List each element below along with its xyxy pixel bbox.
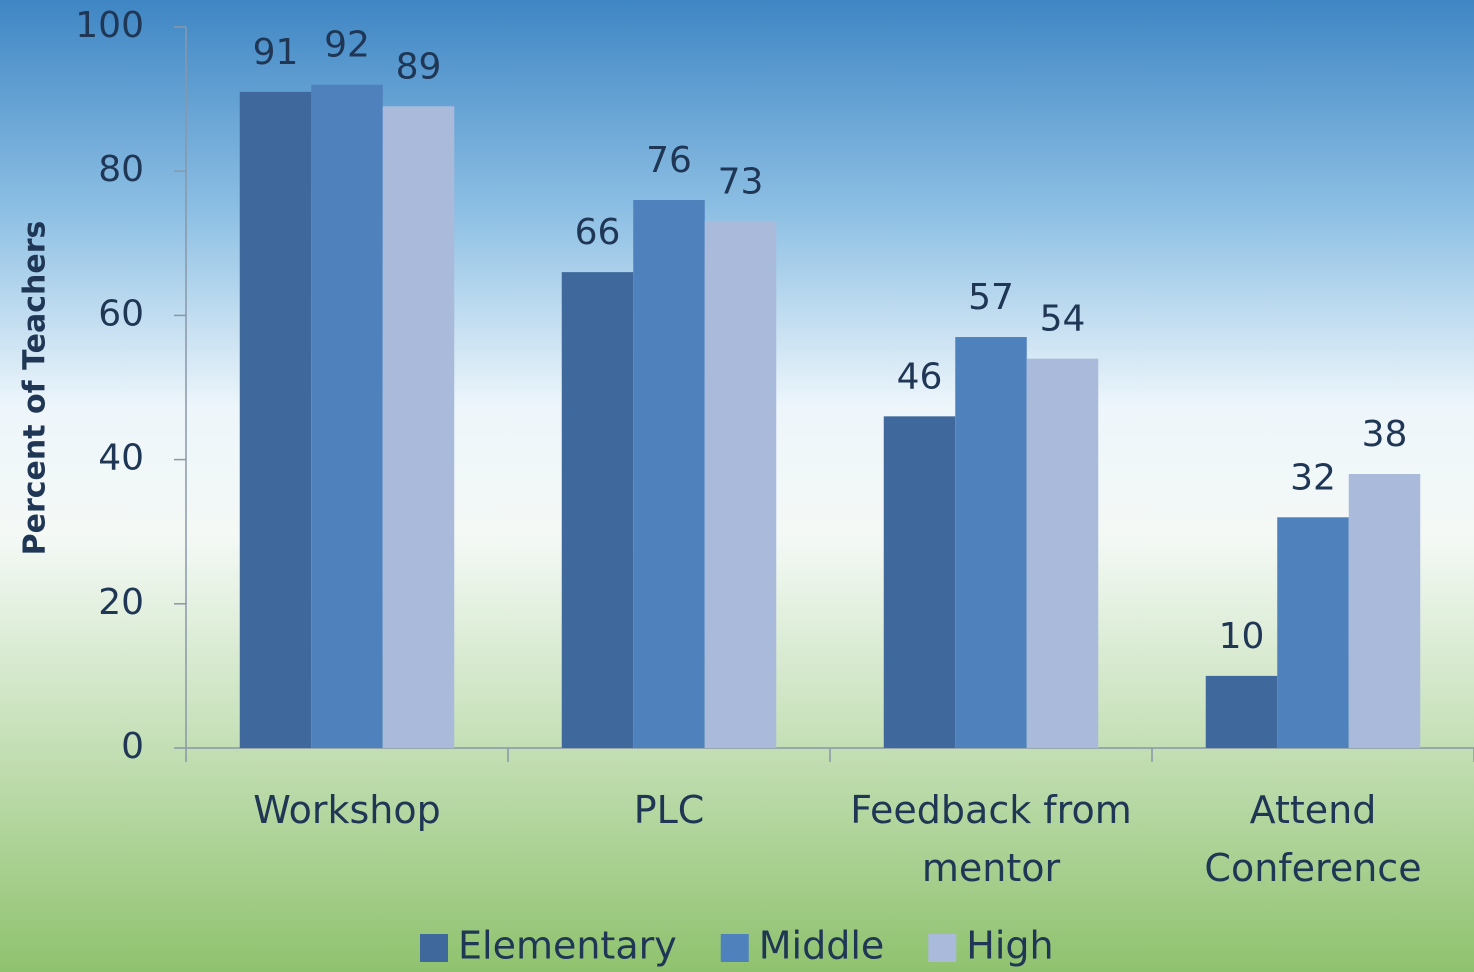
bar [1348, 474, 1421, 748]
y-tick-label: 40 [98, 438, 144, 479]
bar [1277, 517, 1349, 748]
legend-swatch [720, 934, 749, 962]
y-tick-label: 0 [121, 726, 144, 767]
data-label: 76 [646, 140, 692, 181]
bar [382, 106, 455, 748]
data-label: 66 [575, 212, 621, 253]
data-label: 32 [1290, 457, 1336, 498]
data-label: 92 [324, 25, 370, 66]
bar [883, 416, 956, 748]
legend-swatch [928, 934, 957, 962]
data-label: 73 [718, 162, 764, 203]
legend-swatch [420, 934, 448, 962]
bar [633, 200, 705, 749]
x-tick-label: Feedback from mentor [850, 788, 1132, 890]
x-tick-label: Attend Conference [1204, 788, 1422, 890]
y-axis-label: Percent of Teachers [18, 221, 53, 556]
legend-label: Middle [759, 924, 885, 968]
x-tick-label: Workshop [253, 788, 441, 832]
data-label: 54 [1040, 299, 1086, 340]
data-label: 57 [968, 277, 1014, 318]
bar [239, 91, 312, 748]
y-tick-label: 20 [98, 582, 144, 623]
data-label: 91 [253, 32, 299, 73]
bar [1205, 675, 1278, 748]
x-tick-label: PLC [633, 788, 705, 832]
bar [561, 272, 634, 748]
legend-label: Elementary [458, 924, 677, 968]
y-tick-label: 60 [98, 293, 144, 334]
y-tick-label: 100 [75, 5, 144, 46]
bar [1026, 358, 1099, 748]
data-label: 46 [897, 356, 943, 397]
bar [311, 84, 383, 749]
bar [704, 221, 777, 749]
data-label: 38 [1362, 414, 1408, 455]
bar [955, 337, 1027, 748]
data-label: 10 [1219, 616, 1265, 657]
y-tick-label: 80 [98, 149, 144, 190]
data-label: 89 [396, 46, 442, 87]
legend-label: High [966, 924, 1053, 968]
